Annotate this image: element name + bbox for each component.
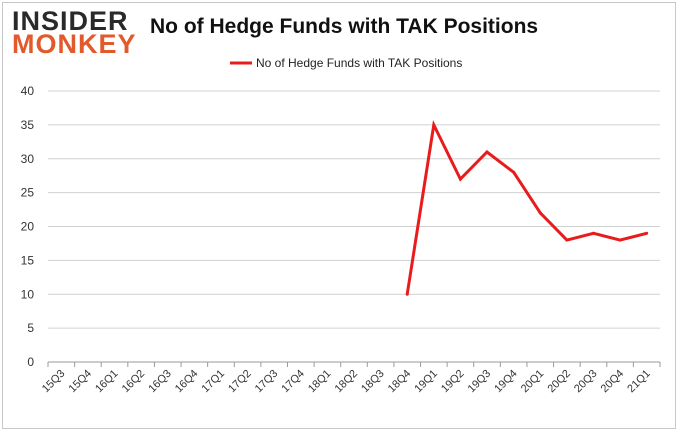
data-point: [538, 211, 542, 215]
y-tick-label: 5: [27, 321, 34, 335]
y-tick-label: 20: [21, 220, 35, 234]
x-tick-label: 19Q2: [439, 368, 467, 396]
y-tick-label: 35: [21, 118, 35, 132]
axis-layer: 0 5 10 15 20 25 30 35 40 15Q3 15Q4 16Q1 16Q2 16Q3 16Q4…: [21, 84, 661, 396]
x-tick-label: 17Q4: [279, 368, 307, 396]
x-tick-label: 19Q3: [466, 368, 494, 396]
y-tick-label: 15: [21, 253, 35, 267]
x-tick-label: 19Q1: [412, 368, 440, 396]
x-tick-label: 17Q2: [226, 368, 254, 396]
series-layer: [405, 119, 649, 296]
x-tick-label: 16Q2: [120, 368, 148, 396]
y-tick-label: 30: [21, 152, 35, 166]
data-point: [591, 231, 595, 235]
x-tick-label: 17Q3: [253, 368, 281, 396]
x-tick-label: 18Q2: [333, 368, 361, 396]
chart-title: No of Hedge Funds with TAK Positions: [150, 15, 539, 38]
data-point: [432, 123, 436, 127]
x-tick-label: 16Q4: [173, 368, 201, 396]
y-tick-label: 25: [21, 186, 35, 200]
x-tick-label: 18Q1: [306, 368, 334, 396]
legend: No of Hedge Funds with TAK Positions: [230, 56, 462, 70]
data-point: [405, 292, 409, 296]
x-tick-label: 20Q4: [599, 368, 627, 396]
x-tick-label: 15Q3: [40, 368, 68, 396]
x-tick-label: 18Q4: [386, 368, 414, 396]
series-line: [405, 119, 648, 295]
logo-insider: INSIDER: [12, 6, 129, 36]
data-point: [645, 231, 649, 235]
data-point: [485, 150, 489, 154]
y-tick-label: 10: [21, 287, 35, 301]
grid-layer: [48, 90, 660, 363]
x-tick-label: 20Q3: [572, 368, 600, 396]
x-tick-label: 15Q4: [67, 368, 95, 396]
x-tick-label: 20Q1: [519, 368, 547, 396]
x-tick-label: 21Q1: [625, 368, 653, 396]
x-tick-label: 16Q3: [146, 368, 174, 396]
x-tick-label: 16Q1: [93, 368, 121, 396]
x-tick-label: 17Q1: [200, 368, 228, 396]
data-point: [618, 238, 622, 242]
x-tick-label: 18Q3: [359, 368, 387, 396]
x-tick-label: 20Q2: [545, 368, 573, 396]
y-tick-label: 40: [21, 84, 35, 98]
logo-monkey: MONKEY: [12, 29, 137, 59]
chart-frame: [2, 2, 676, 429]
data-point: [458, 177, 462, 181]
data-point: [565, 238, 569, 242]
legend-label: No of Hedge Funds with TAK Positions: [256, 56, 462, 70]
x-tick-label: 19Q4: [492, 368, 520, 396]
y-tick-label: 0: [27, 355, 34, 369]
data-point: [512, 170, 516, 174]
